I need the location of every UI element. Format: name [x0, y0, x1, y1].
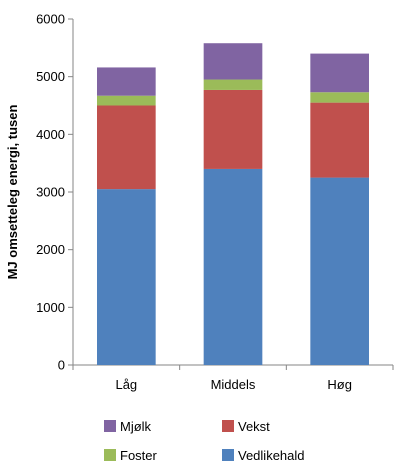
bar-segment-vedlikehald	[203, 168, 263, 365]
legend: Mjølk Vekst Foster Vedlikehald	[104, 419, 305, 463]
bar-segment-vekst	[97, 105, 156, 190]
legend-label: Mjølk	[120, 419, 152, 434]
bar-segment-vekst	[310, 102, 369, 178]
bar-segment-mjølk	[203, 43, 263, 80]
bar-segment-mjølk	[97, 67, 156, 96]
y-tick-label: 5000	[36, 69, 65, 84]
legend-label: Vekst	[238, 419, 270, 434]
bar-segment-foster	[203, 79, 263, 90]
bar-segment-vekst	[203, 89, 263, 169]
bar-segment-foster	[97, 95, 156, 106]
y-tick-label: 1000	[36, 300, 65, 315]
bar-segment-vedlikehald	[310, 177, 369, 365]
x-tick-label: Middels	[211, 377, 256, 392]
y-tick-label: 6000	[36, 12, 65, 27]
legend-label: Foster	[120, 448, 158, 463]
legend-swatch	[222, 449, 234, 461]
legend-swatch	[104, 420, 116, 432]
legend-label: Vedlikehald	[238, 448, 305, 463]
bar-segment-foster	[310, 92, 369, 103]
y-tick-label: 2000	[36, 242, 65, 257]
x-tick-label: Høg	[327, 377, 352, 392]
bar-segment-mjølk	[310, 53, 369, 93]
legend-swatch	[104, 449, 116, 461]
plot-area: 0 1000 2000 3000 4000 5000 6000 Låg Middels Høg	[36, 12, 394, 392]
y-tick-label: 4000	[36, 127, 65, 142]
y-tick-label: 0	[58, 358, 65, 373]
y-axis-title: MJ omsetteleg energi, tusen	[5, 105, 20, 280]
bar-segment-vedlikehald	[97, 189, 156, 365]
y-tick-label: 3000	[36, 185, 65, 200]
legend-swatch	[222, 420, 234, 432]
x-tick-label: Låg	[115, 377, 137, 392]
